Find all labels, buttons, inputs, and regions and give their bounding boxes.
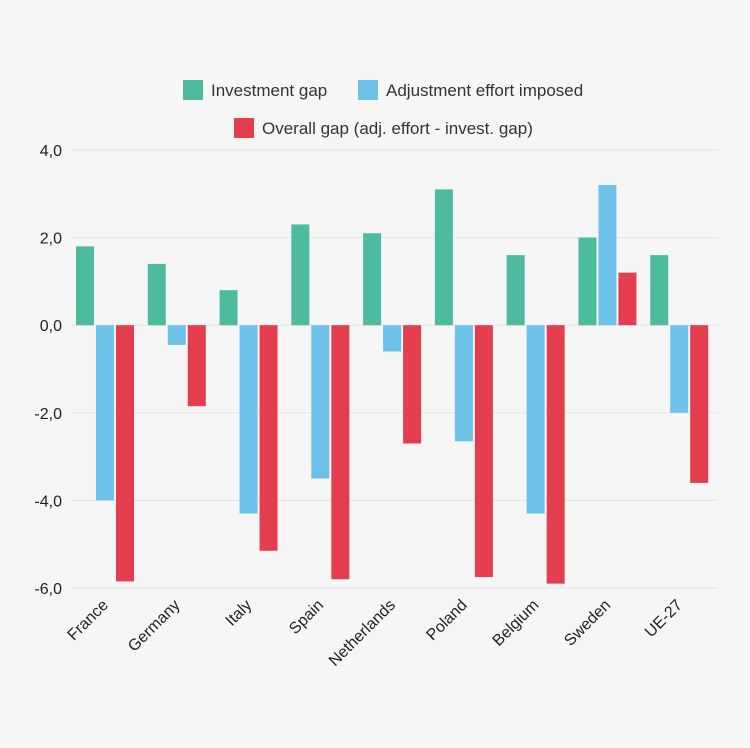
legend-swatch: [358, 80, 378, 100]
x-tick-label: Spain: [286, 597, 327, 638]
bar-germany-series-0: [147, 263, 166, 326]
bar-belgium-series-1: [526, 325, 545, 514]
y-tick-label: -4,0: [34, 493, 62, 510]
legend-label: Investment gap: [211, 81, 327, 100]
bar-poland-series-0: [434, 189, 453, 326]
bar-sweden-series-1: [598, 185, 617, 326]
bar-france-series-0: [76, 246, 94, 326]
bar-italy-series-2: [259, 325, 278, 551]
y-tick-label: 4,0: [40, 143, 62, 160]
legend-swatch: [234, 118, 254, 138]
bar-netherlands-series-0: [363, 233, 382, 326]
bar-sweden-series-2: [618, 272, 637, 326]
bar-netherlands-series-2: [403, 325, 422, 444]
bar-poland-series-1: [454, 325, 473, 442]
x-tick-label: Germany: [125, 597, 184, 656]
y-tick-label: -6,0: [34, 581, 62, 598]
gridlines: [72, 149, 718, 589]
bar-poland-series-2: [474, 325, 493, 578]
bar-italy-series-1: [239, 325, 258, 514]
bar-ue-27-series-0: [650, 255, 669, 326]
x-tick-label: Sweden: [561, 597, 614, 650]
bar-spain-series-2: [331, 325, 350, 580]
bar-germany-series-1: [167, 325, 186, 345]
y-tick-label: 2,0: [40, 231, 62, 248]
bar-spain-series-0: [291, 224, 310, 326]
legend-label: Adjustment effort imposed: [386, 81, 583, 100]
bar-netherlands-series-1: [383, 325, 402, 352]
bar-belgium-series-2: [546, 325, 565, 584]
x-tick-label: UE-27: [642, 597, 686, 641]
bar-germany-series-2: [187, 325, 206, 407]
bar-sweden-series-0: [578, 237, 597, 326]
legend: Investment gap Adjustment effort imposed O…: [183, 80, 583, 138]
bar-ue-27-series-1: [670, 325, 689, 413]
legend-swatch: [183, 80, 203, 100]
bar-france-series-1: [96, 325, 114, 501]
y-axis-ticks: 4,0 2,0 0,0 -2,0 -4,0 -6,0: [34, 143, 62, 598]
x-tick-label: Italy: [223, 597, 256, 630]
bar-belgium-series-0: [506, 255, 525, 326]
bar-ue-27-series-2: [690, 325, 709, 483]
y-tick-label: 0,0: [40, 318, 62, 335]
y-tick-label: -2,0: [34, 406, 62, 423]
legend-label: Overall gap (adj. effort - invest. gap): [262, 119, 533, 138]
x-tick-label: France: [65, 597, 112, 644]
bar-italy-series-0: [219, 290, 238, 326]
bar-spain-series-1: [311, 325, 330, 479]
x-tick-label: Belgium: [490, 597, 543, 650]
bars: [76, 185, 709, 584]
x-tick-label: Poland: [423, 597, 470, 644]
bar-france-series-2: [116, 325, 134, 582]
x-tick-label: Netherlands: [326, 597, 399, 670]
